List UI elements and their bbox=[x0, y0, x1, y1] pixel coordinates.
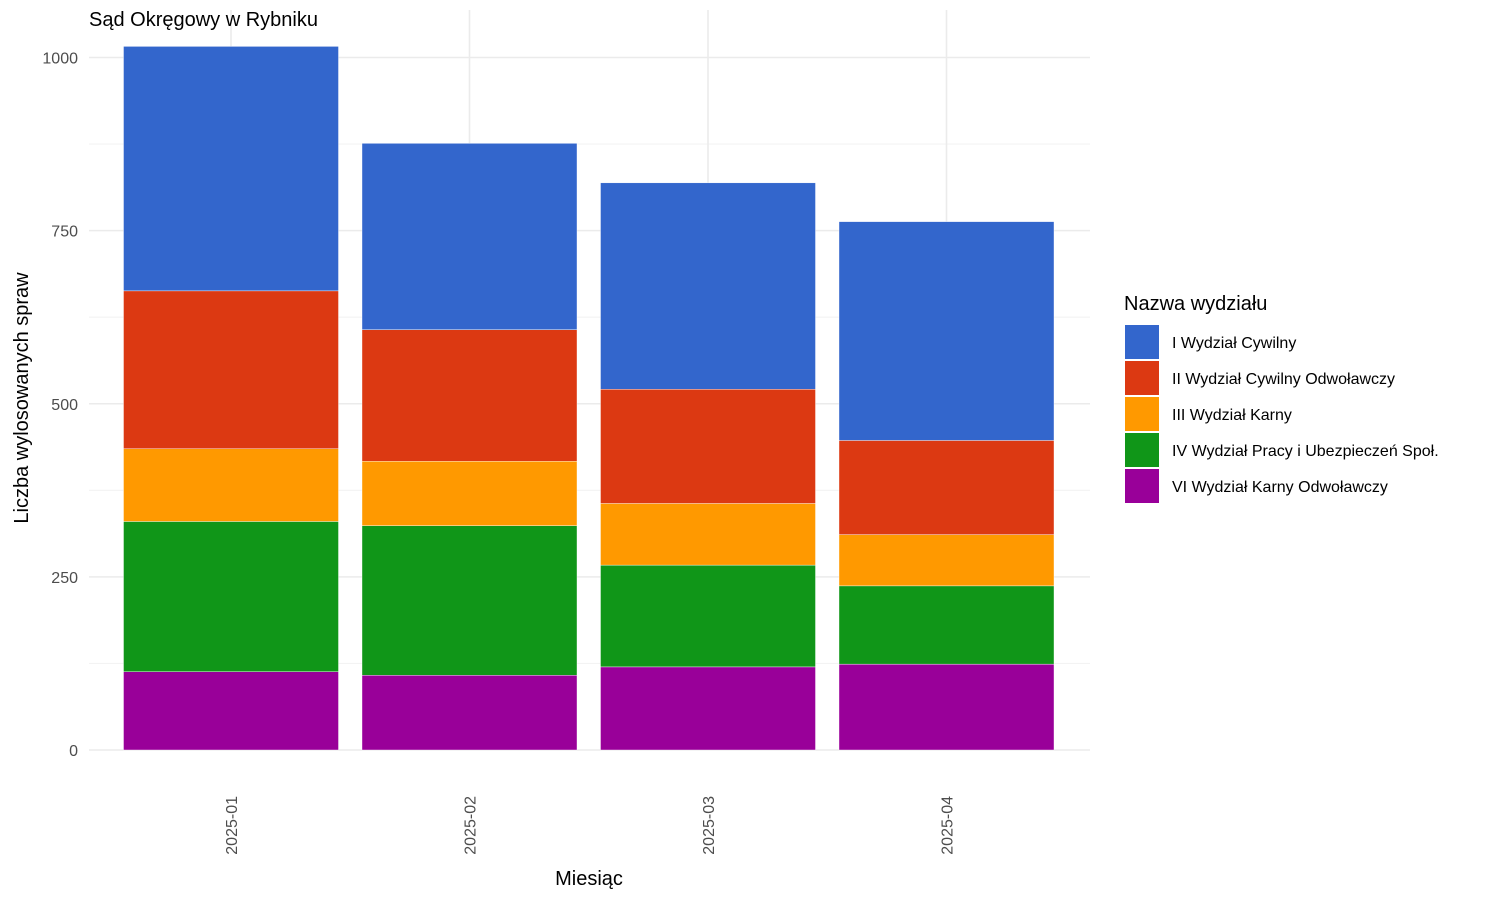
y-tick-label: 500 bbox=[51, 397, 78, 414]
y-tick-label: 750 bbox=[51, 224, 78, 241]
x-tick-label: 2025-02 bbox=[463, 796, 480, 855]
bar-segment bbox=[361, 525, 578, 676]
x-tick-label: 2025-03 bbox=[701, 796, 718, 855]
bar-segment bbox=[600, 503, 816, 566]
bars-layer bbox=[123, 46, 1055, 751]
chart-title: Sąd Okręgowy w Rybniku bbox=[89, 9, 318, 31]
bar-segment bbox=[123, 448, 339, 522]
bar-segment bbox=[123, 290, 339, 449]
y-tick-label: 250 bbox=[51, 570, 78, 587]
legend-label: I Wydział Cywilny bbox=[1172, 335, 1296, 352]
legend-key bbox=[1125, 433, 1159, 467]
bar-segment bbox=[123, 46, 339, 292]
bar-segment bbox=[123, 521, 339, 672]
bar-segment bbox=[600, 389, 816, 504]
bar-segment bbox=[838, 440, 1055, 535]
legend-label: III Wydział Karny bbox=[1172, 407, 1292, 424]
legend: Nazwa wydziału I Wydział Cywilny II Wydzi… bbox=[1124, 293, 1439, 503]
bar-segment bbox=[600, 564, 816, 668]
axis-layer: Sąd Okręgowy w Rybniku Miesiąc Liczba wy… bbox=[11, 9, 957, 890]
bar-segment bbox=[838, 663, 1055, 751]
legend-key bbox=[1125, 397, 1159, 431]
legend-title: Nazwa wydziału bbox=[1124, 293, 1267, 315]
legend-label: IV Wydział Pracy i Ubezpieczeń Społ. bbox=[1172, 443, 1439, 460]
bar-segment bbox=[838, 585, 1055, 665]
x-axis-title: Miesiąc bbox=[555, 868, 623, 890]
legend-label: VI Wydział Karny Odwoławczy bbox=[1172, 479, 1388, 496]
x-tick-label: 2025-04 bbox=[940, 796, 957, 855]
legend-key bbox=[1125, 469, 1159, 503]
bar-segment bbox=[361, 143, 578, 330]
bar-segment bbox=[361, 461, 578, 526]
x-tick-label: 2025-01 bbox=[224, 796, 241, 855]
y-axis-title: Liczba wylosowanych spraw bbox=[11, 272, 33, 524]
legend-key bbox=[1125, 325, 1159, 359]
y-tick-label: 0 bbox=[69, 743, 78, 760]
legend-key bbox=[1125, 361, 1159, 395]
bar-segment bbox=[123, 671, 339, 751]
bar-segment bbox=[838, 221, 1055, 441]
bar-segment bbox=[361, 675, 578, 751]
y-tick-label: 1000 bbox=[42, 51, 78, 68]
legend-label: II Wydział Cywilny Odwoławczy bbox=[1172, 371, 1395, 388]
bar-segment bbox=[600, 666, 816, 751]
bar-segment bbox=[361, 329, 578, 462]
bar-segment bbox=[600, 182, 816, 390]
bar-segment bbox=[838, 534, 1055, 587]
